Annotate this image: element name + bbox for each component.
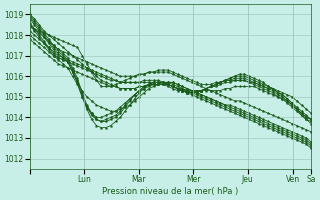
- X-axis label: Pression niveau de la mer( hPa ): Pression niveau de la mer( hPa ): [102, 187, 238, 196]
